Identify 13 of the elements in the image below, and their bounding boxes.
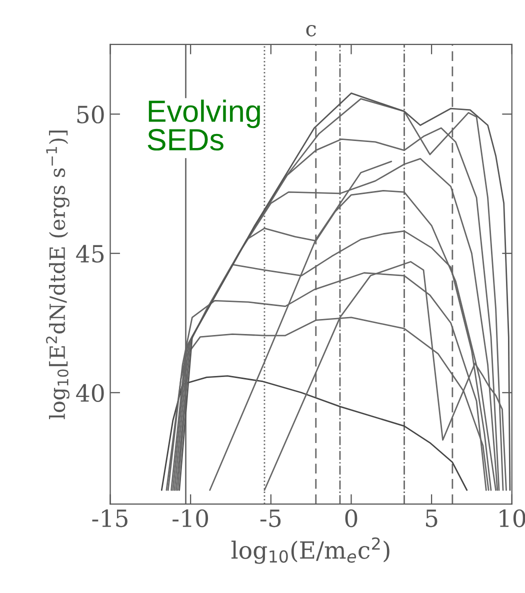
y-tick-label: 50 [77,106,104,124]
x-tick-label: -15 [92,509,128,528]
chart-title: c [306,25,316,36]
x-tick-label: -10 [172,509,208,528]
y-tick-label: 45 [76,244,104,263]
x-axis-title: log$_{10}$(E/m$_{e}$c$^{2}$) [231,537,390,564]
x-tick-label: 5 [426,510,438,528]
x-tick-label: 0 [345,509,358,528]
annotation: Evolving SEDs [148,100,260,151]
y-axis-title: log$_{10}$[E$^{2}$dN/dtdE (ergs s$^{−1}$)] [46,130,70,420]
x-tick-label: 10 [500,509,525,528]
y-tick-label: 40 [76,384,104,402]
x-tick-label: -5 [260,510,281,528]
